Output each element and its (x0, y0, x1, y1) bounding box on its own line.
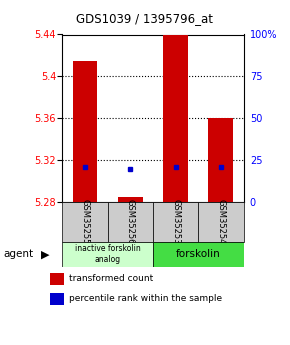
Text: inactive forskolin
analog: inactive forskolin analog (75, 244, 141, 265)
Bar (50, 273, 64, 285)
Bar (62, 241, 153, 267)
Text: GSM35254: GSM35254 (216, 199, 225, 244)
Text: transformed count: transformed count (69, 275, 154, 284)
Bar (153, 202, 198, 242)
Text: percentile rank within the sample: percentile rank within the sample (69, 294, 222, 303)
Text: GSM35255: GSM35255 (81, 199, 90, 244)
Text: GDS1039 / 1395796_at: GDS1039 / 1395796_at (77, 12, 213, 25)
Bar (108, 202, 153, 242)
Text: agent: agent (3, 249, 33, 259)
Bar (209, 118, 233, 202)
Bar (198, 202, 244, 242)
Text: ▶: ▶ (41, 249, 49, 259)
Text: GSM35256: GSM35256 (126, 199, 135, 244)
Bar (72, 61, 97, 202)
Bar (163, 34, 188, 202)
Bar (62, 202, 108, 242)
Text: GSM35253: GSM35253 (171, 199, 180, 244)
Bar (118, 197, 143, 202)
Bar (50, 293, 64, 305)
Text: forskolin: forskolin (176, 249, 221, 259)
Bar (153, 241, 244, 267)
